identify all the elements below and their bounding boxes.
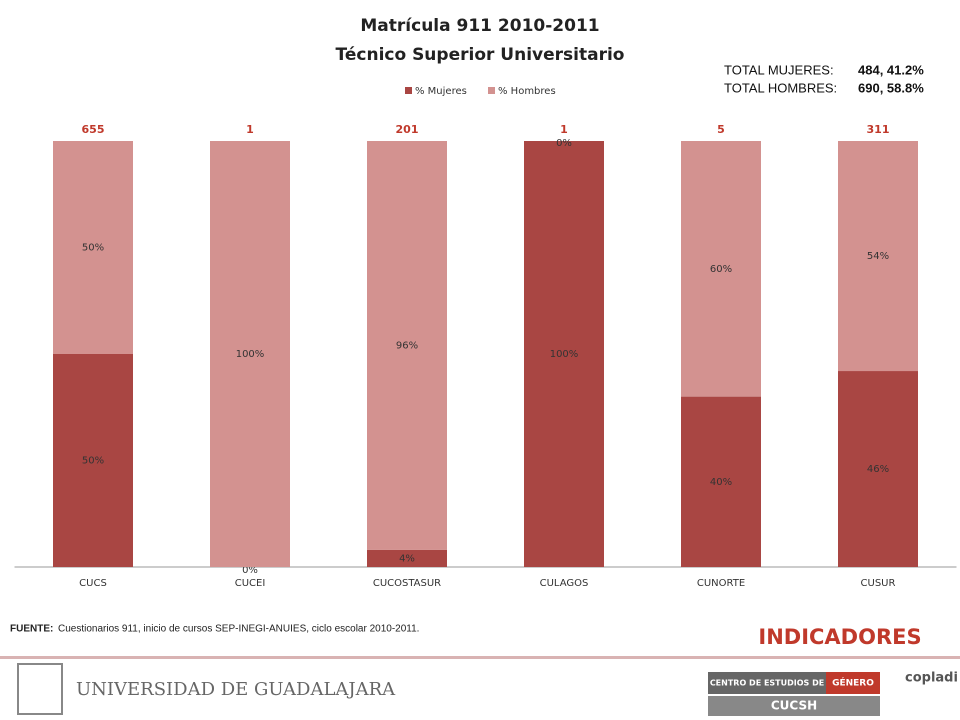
source-text: Cuestionarios 911, inicio de cursos SEP-… xyxy=(58,624,419,635)
summary-label: TOTAL HOMBRES: xyxy=(724,80,837,95)
divider xyxy=(0,656,960,659)
copladi: copladi xyxy=(905,671,958,686)
bar-segment xyxy=(681,141,761,397)
x-tick-label: CUCS xyxy=(79,578,107,589)
badge xyxy=(826,672,880,694)
badge-text: GÉNERO xyxy=(832,677,874,689)
summary-value: 690, 58.8% xyxy=(858,80,924,95)
x-tick-label: CUCOSTASUR xyxy=(373,578,441,589)
chart-subtitle: Técnico Superior Universitario xyxy=(336,45,625,65)
bar-segment xyxy=(838,141,918,372)
bar-segment xyxy=(524,141,604,567)
value-label: 100% xyxy=(236,349,265,360)
legend-swatch xyxy=(488,87,495,94)
value-label: 50% xyxy=(82,456,104,467)
value-label: 0% xyxy=(556,138,572,149)
total-label: 311 xyxy=(867,123,890,136)
summary-value: 484, 41.2% xyxy=(858,62,924,77)
value-label: 50% xyxy=(82,243,104,254)
legend-label: % Mujeres xyxy=(415,86,467,97)
value-label: 0% xyxy=(242,565,258,576)
source-label: FUENTE: xyxy=(10,624,53,635)
badge xyxy=(708,672,826,694)
heading: INDICADORES xyxy=(758,625,921,649)
legend-label: % Hombres xyxy=(498,86,556,97)
total-label: 1 xyxy=(560,123,568,136)
value-label: 96% xyxy=(396,340,418,351)
bar-segment xyxy=(367,141,447,550)
value-label: 100% xyxy=(550,349,579,360)
bar-segment xyxy=(210,141,290,567)
value-label: 60% xyxy=(710,264,732,275)
badge xyxy=(708,696,880,716)
summary-label: TOTAL MUJERES: xyxy=(724,62,834,77)
x-tick-label: CULAGOS xyxy=(540,578,589,589)
chart-title: Matrícula 911 2010-2011 xyxy=(360,16,599,36)
value-label: 4% xyxy=(399,553,415,564)
total-label: 655 xyxy=(82,123,105,136)
bar-segment xyxy=(53,354,133,567)
legend-swatch xyxy=(405,87,412,94)
badge-text: CUCSH xyxy=(771,699,817,713)
bar-segment xyxy=(367,549,447,567)
x-tick-label: CUCEI xyxy=(235,578,266,589)
x-tick-label: CUNORTE xyxy=(697,578,745,589)
total-label: 1 xyxy=(246,123,254,136)
total-label: 201 xyxy=(396,123,419,136)
value-label: 46% xyxy=(867,464,889,475)
bar-segment xyxy=(838,371,918,567)
logo xyxy=(17,663,63,715)
badge-text: CENTRO DE ESTUDIOS DE xyxy=(710,679,824,688)
value-label: 40% xyxy=(710,477,732,488)
bar-segment xyxy=(681,396,761,567)
total-label: 5 xyxy=(717,123,725,136)
value-label: 54% xyxy=(867,251,889,262)
university: UNIVERSIDAD DE GUADALAJARA xyxy=(76,679,396,700)
bar-segment xyxy=(53,141,133,354)
x-tick-label: CUSUR xyxy=(861,578,896,589)
